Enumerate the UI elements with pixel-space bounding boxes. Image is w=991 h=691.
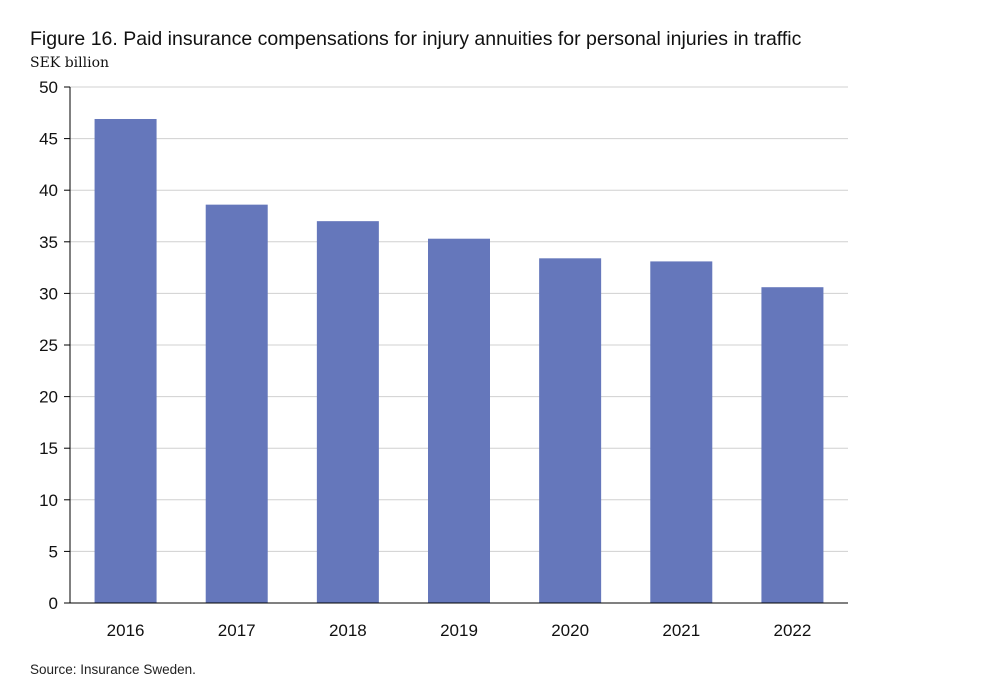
y-tick-label: 0 bbox=[49, 594, 58, 613]
y-tick-label: 10 bbox=[39, 491, 58, 510]
x-tick-label: 2020 bbox=[551, 621, 589, 640]
bar-2020 bbox=[539, 258, 602, 603]
bar-2016 bbox=[94, 118, 157, 603]
source-note: Source: Insurance Sweden. bbox=[30, 662, 196, 677]
bar-2019 bbox=[428, 238, 490, 604]
y-tick-label: 15 bbox=[39, 439, 58, 458]
y-tick-label: 50 bbox=[39, 78, 58, 97]
x-tick-label: 2022 bbox=[774, 621, 812, 640]
y-tick-label: 45 bbox=[39, 130, 58, 149]
y-tick-label: 5 bbox=[49, 542, 58, 561]
y-axis-unit-label: SEK billion bbox=[30, 55, 110, 71]
x-tick-label: 2021 bbox=[662, 621, 700, 640]
bar-2017 bbox=[205, 204, 268, 603]
y-tick-label: 25 bbox=[39, 336, 58, 355]
bar-2022 bbox=[761, 287, 824, 603]
x-tick-label: 2016 bbox=[107, 621, 145, 640]
x-tick-label: 2017 bbox=[218, 621, 256, 640]
y-tick-label: 30 bbox=[39, 284, 58, 303]
x-tick-label: 2019 bbox=[440, 621, 478, 640]
x-tick-label: 2018 bbox=[329, 621, 367, 640]
y-tick-label: 20 bbox=[39, 388, 58, 407]
chart-title: Figure 16. Paid insurance compensations … bbox=[30, 28, 802, 50]
bar-2018 bbox=[316, 221, 379, 603]
bar-2021 bbox=[650, 261, 713, 603]
y-tick-label: 35 bbox=[39, 233, 58, 252]
y-tick-label: 40 bbox=[39, 181, 58, 200]
